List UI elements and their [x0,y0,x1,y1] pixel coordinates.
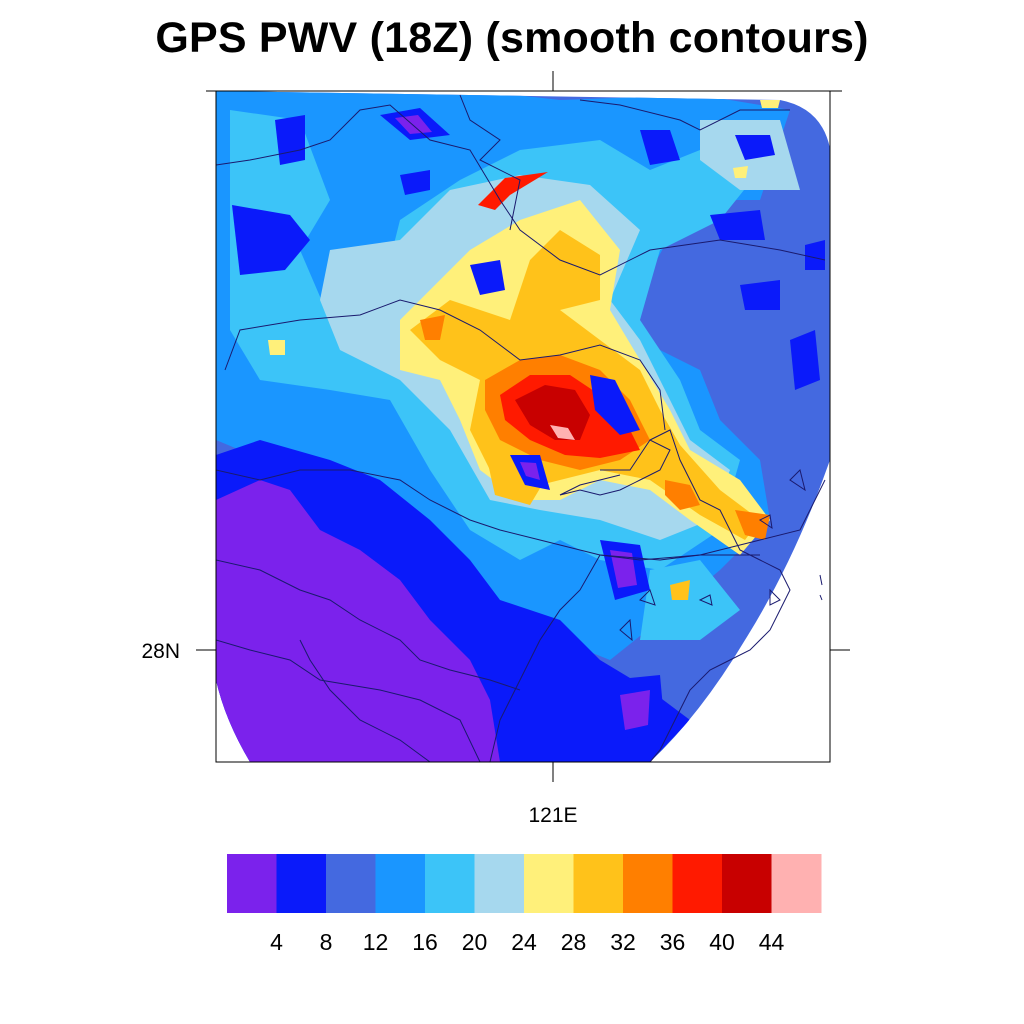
colorbar-label: 12 [363,929,389,955]
plot-title: GPS PWV (18Z) (smooth contours) [155,14,869,62]
contour-spot-y4 [760,100,780,108]
contour-cell-3 [735,135,775,160]
contour-spot-y1 [268,340,285,355]
contour-36-40-b [420,315,445,340]
contour-40-44-b [478,172,548,210]
colorbar-box-8 [623,854,673,913]
contour-cell-13 [275,115,305,165]
colorbar-box-10 [722,854,772,913]
contour-36-40-c [665,480,700,510]
colorbar-labels: 4 8 12 16 20 24 28 32 36 40 44 [270,929,784,955]
province-boundary-6 [216,559,521,691]
province-boundary-2 [224,299,666,431]
contour-cell-4 [710,210,765,240]
contour-pink-peak [550,425,575,440]
colorbar-box-5 [474,854,525,913]
colorbar-label: 16 [412,929,438,955]
colorbar-box-2 [326,854,376,913]
contour-cell-5 [470,260,505,295]
contour-spot-y3 [670,580,690,600]
province-boundary-1 [216,104,826,276]
contour-cell-2 [640,130,680,165]
colorbar-box-9 [672,854,723,913]
colorbar-box-4 [425,854,475,913]
province-boundary-10 [599,479,826,561]
colorbar-label: 32 [610,929,636,955]
colorbar-box-3 [375,854,426,913]
contour-cell-6 [400,170,430,195]
colorbar-label: 8 [320,929,333,955]
colorbar-label: 28 [561,929,587,955]
colorbar-label: 4 [270,929,283,955]
province-boundary-9 [489,554,601,762]
colorbar-box-0 [227,854,277,913]
colorbar-box-6 [524,854,574,913]
contour-cell-10 [590,375,640,435]
contour-44-plus [515,385,590,440]
contour-20-24-b [640,560,740,640]
x-tick-label: 121E [528,804,577,827]
contour-cell-7 [740,280,780,310]
map-frame [215,90,831,763]
colorbar-box-1 [276,854,327,913]
boundary-lines [216,94,826,762]
province-boundary-3 [459,94,521,231]
pwv-field [216,91,830,762]
coastline-islands [619,469,823,642]
contour-cell-1i [395,115,432,134]
colorbar-label: 44 [759,929,785,955]
contour-cell-14 [805,240,825,270]
contour-4-8-west [216,480,500,762]
province-boundary-4 [579,99,790,131]
colorbar-label: 24 [511,929,537,955]
contour-36-40-d [735,510,770,540]
colorbar-label: 36 [660,929,686,955]
contour-cell-8 [790,330,820,390]
contour-cell-9i [520,462,540,480]
contour-cell-11i [610,550,637,588]
province-boundary-8 [299,639,431,762]
axis-ticks [196,71,850,782]
colorbar-label: 20 [462,929,488,955]
colorbar-box-7 [573,854,624,913]
contour-cell-12i [620,690,650,730]
colorbar-label: 40 [709,929,735,955]
contour-layers [216,91,830,762]
y-tick-label: 28N [141,640,180,663]
colorbar [227,854,822,913]
contour-8-12-nw [232,205,310,275]
province-boundary-5 [216,469,760,561]
colorbar-box-11 [771,854,822,913]
coastline [559,429,791,762]
contour-spot-y2 [733,166,748,178]
province-boundary-7 [216,639,481,762]
